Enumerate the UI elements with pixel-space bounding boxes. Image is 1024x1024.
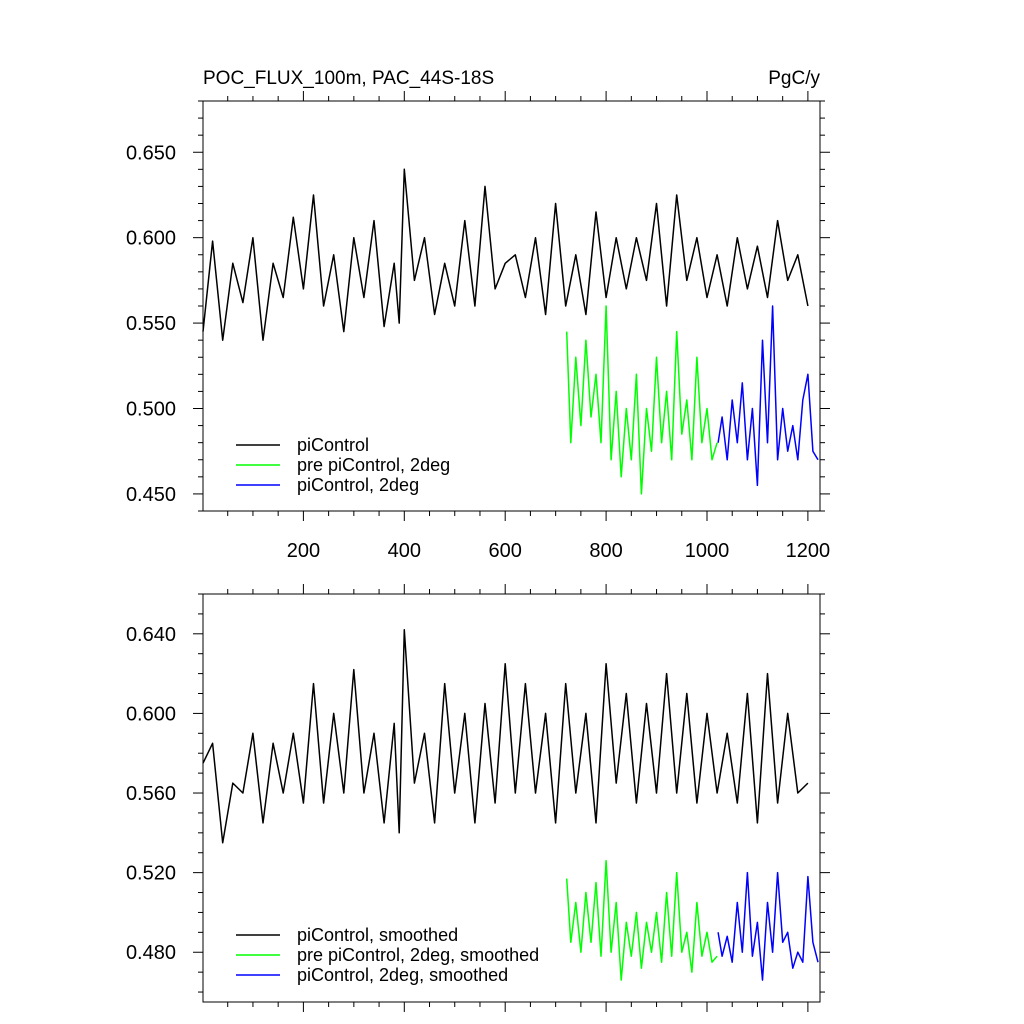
series-group-bottom [202,629,819,981]
series-line [565,305,718,495]
x-tick-label: 600 [489,540,522,562]
x-tick-label: 1000 [685,540,730,562]
y-tick-label: 0.600 [126,703,176,725]
legend-label: pre piControl, 2deg, smoothed [297,945,539,965]
y-axis-ticks-top: 0.450 0.500 0.550 0.600 0.650 [126,142,176,506]
x-tick-label: 1200 [786,540,831,562]
series-line [717,871,819,981]
series-line [717,305,819,487]
y-tick-label: 0.560 [126,783,176,805]
series-line [565,859,718,981]
legend-label: piControl [297,435,369,455]
legend-label: piControl, 2deg [297,475,419,495]
series-line [202,168,809,341]
y-axis-ticks-bottom: 0.480 0.520 0.560 0.600 0.640 [126,624,176,964]
y-tick-label: 0.450 [126,484,176,506]
y-tick-label: 0.600 [126,228,176,250]
legend-label: piControl, smoothed [297,925,458,945]
units-label: PgC/y [768,68,820,89]
series-line [202,629,809,844]
x-axis-ticks-top: 200 400 600 800 1000 1200 [287,540,830,562]
panel-top: POC_FLUX_100m, PAC_44S-18S PgC/y 200 400 6… [126,68,830,562]
y-tick-label: 0.650 [126,142,176,164]
x-tick-label: 400 [388,540,421,562]
x-tick-label: 800 [589,540,622,562]
plot-frame-bottom [202,593,821,1003]
legend-label: pre piControl, 2deg [297,455,450,475]
y-tick-label: 0.640 [126,624,176,646]
x-tick-label: 200 [287,540,320,562]
series-group-top [202,168,819,495]
chart-title: POC_FLUX_100m, PAC_44S-18S [203,68,494,89]
minor-ticks-top [193,91,830,521]
legend-label: piControl, 2deg, smoothed [297,965,508,985]
panel-bottom: 0.480 0.520 0.560 0.600 0.640 piControl, smo… [126,584,830,1012]
y-tick-label: 0.550 [126,313,176,335]
y-tick-label: 0.500 [126,399,176,421]
y-tick-label: 0.480 [126,942,176,964]
minor-ticks-bottom [193,584,830,1012]
y-tick-label: 0.520 [126,863,176,885]
